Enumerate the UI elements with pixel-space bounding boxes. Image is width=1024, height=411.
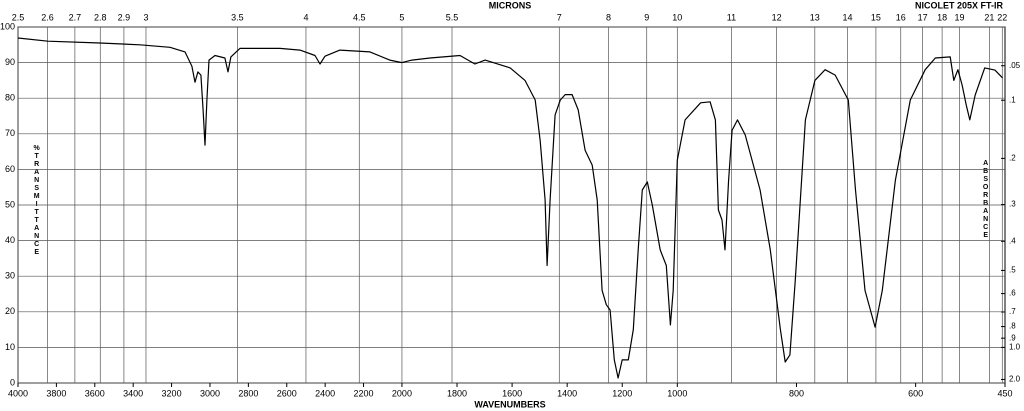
x2-tick-label: 19 <box>955 12 965 22</box>
x-tick-label: 2800 <box>238 388 258 398</box>
x2-tick-label: 11 <box>727 12 736 22</box>
x-tick-label: 3800 <box>46 388 66 398</box>
y2-tick-label: .1 <box>1009 95 1016 104</box>
x-tick-label: 1800 <box>447 388 467 398</box>
y2-tick-label: 1.0 <box>1009 343 1021 352</box>
y-tick-label: 70 <box>5 128 15 138</box>
x2-tick-label: 12 <box>772 12 782 22</box>
x-tick-label: 600 <box>908 388 923 398</box>
x-tick-label: 1600 <box>502 388 522 398</box>
y-tick-label: 50 <box>5 199 15 209</box>
y2-tick-label: 2.0 <box>1009 375 1021 384</box>
y2-tick-label: .2 <box>1009 153 1016 162</box>
x2-tick-label: 8 <box>606 12 611 22</box>
y2-tick-label: .3 <box>1009 200 1016 209</box>
y-tick-label: 60 <box>5 164 15 174</box>
x-tick-label: 3600 <box>85 388 105 398</box>
x2-tick-label: 2.8 <box>94 12 107 22</box>
y-tick-label: 20 <box>5 306 15 316</box>
x2-tick-label: 3.5 <box>231 12 244 22</box>
chart-title: NICOLET 205X FT-IR <box>915 0 1004 10</box>
x2-tick-label: 3 <box>143 12 148 22</box>
y2-tick-label: .6 <box>1009 289 1016 298</box>
x2-tick-label: 2.9 <box>118 12 131 22</box>
x2-tick-label: 22 <box>997 12 1007 22</box>
x-axis-label: WAVENUMBERS <box>474 399 545 409</box>
x2-tick-label: 15 <box>871 12 881 22</box>
x-tick-label: 1400 <box>557 388 577 398</box>
x2-tick-label: 2.5 <box>12 12 25 22</box>
x2-tick-label: 18 <box>937 12 947 22</box>
x2-tick-label: 2.7 <box>69 12 82 22</box>
y2-tick-label: .9 <box>1009 333 1016 342</box>
x-tick-label: 4000 <box>8 388 28 398</box>
x2-tick-label: 5.5 <box>446 12 459 22</box>
y2-tick-label: .4 <box>1009 236 1016 245</box>
y-tick-label: 40 <box>5 235 15 245</box>
x2-tick-label: 16 <box>896 12 906 22</box>
x2-axis-label: MICRONS <box>489 0 532 10</box>
x-tick-label: 2400 <box>315 388 335 398</box>
x-tick-label: 3400 <box>123 388 143 398</box>
y-tick-label: 0 <box>10 377 15 387</box>
x2-tick-label: 9 <box>644 12 649 22</box>
x2-tick-label: 21 <box>984 12 994 22</box>
x-tick-label: 2200 <box>354 388 374 398</box>
x2-tick-label: 14 <box>843 12 853 22</box>
x2-tick-label: 13 <box>810 12 820 22</box>
y2-tick-label: .7 <box>1009 307 1016 316</box>
x-tick-label: 2600 <box>277 388 297 398</box>
x2-tick-label: 10 <box>672 12 682 22</box>
x-tick-label: 1000 <box>667 388 687 398</box>
x2-tick-label: 7 <box>557 12 562 22</box>
x-tick-label: 800 <box>789 388 804 398</box>
x2-tick-label: 4.5 <box>353 12 366 22</box>
y-tick-label: 10 <box>5 342 15 352</box>
x2-tick-label: 5 <box>399 12 404 22</box>
x-tick-label: 2000 <box>392 388 412 398</box>
spectrum-line <box>17 37 1004 379</box>
x-tick-label: 3200 <box>162 388 182 398</box>
y2-tick-label: .8 <box>1009 322 1016 331</box>
y2-tick-label: .5 <box>1009 266 1016 275</box>
y-tick-label: 100 <box>0 21 15 31</box>
y-tick-label: 80 <box>5 93 15 103</box>
y-tick-label: 90 <box>5 57 15 67</box>
x-tick-label: 3000 <box>200 388 220 398</box>
y2-tick-label: .05 <box>1009 61 1021 70</box>
x2-tick-label: 4 <box>303 12 308 22</box>
x-tick-label: 450 <box>997 388 1012 398</box>
x-tick-label: 1200 <box>612 388 632 398</box>
y-axis-label: %TRANSMITTANCE <box>32 145 40 257</box>
y-tick-label: 30 <box>5 271 15 281</box>
y2-axis-label: ABSORBANCE <box>982 160 989 240</box>
x2-tick-label: 2.6 <box>41 12 54 22</box>
x2-tick-label: 17 <box>918 12 928 22</box>
